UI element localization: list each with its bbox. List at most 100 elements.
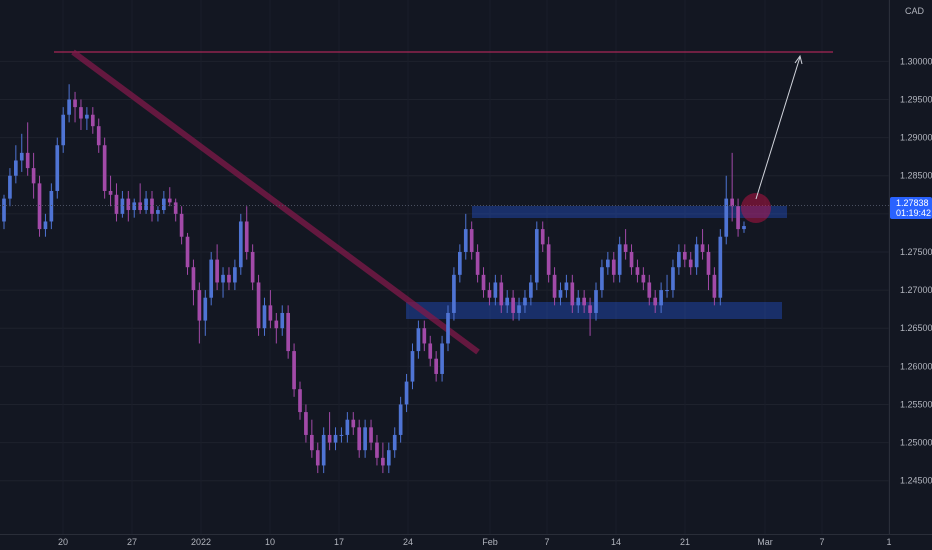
descending-trendline[interactable] (71, 49, 480, 355)
candle[interactable] (487, 282, 492, 306)
candle[interactable] (108, 175, 113, 207)
candle[interactable] (280, 305, 285, 336)
candle[interactable] (185, 232, 190, 275)
candle[interactable] (369, 419, 373, 451)
candle[interactable] (49, 183, 54, 230)
candle[interactable] (700, 229, 705, 260)
candle[interactable] (61, 107, 66, 153)
resistance-zone[interactable] (472, 206, 787, 218)
candle[interactable] (570, 274, 575, 313)
candle[interactable] (221, 267, 225, 298)
candle[interactable] (43, 213, 48, 237)
candle[interactable] (203, 290, 208, 336)
candle[interactable] (197, 282, 202, 344)
candle[interactable] (540, 221, 545, 252)
candle[interactable] (19, 133, 24, 172)
candle[interactable] (138, 183, 142, 214)
candle[interactable] (434, 351, 438, 382)
candle[interactable] (339, 427, 344, 443)
candle[interactable] (150, 190, 154, 222)
candle[interactable] (688, 251, 693, 275)
candle[interactable] (167, 187, 172, 207)
candle[interactable] (422, 320, 427, 352)
candle[interactable] (274, 312, 279, 344)
candle[interactable] (629, 244, 634, 275)
candle[interactable] (37, 175, 42, 237)
candle[interactable] (677, 244, 681, 275)
candle[interactable] (576, 290, 581, 313)
candle[interactable] (55, 137, 60, 199)
candle[interactable] (523, 290, 527, 313)
candle[interactable] (440, 335, 444, 382)
candle[interactable] (665, 274, 669, 298)
candle[interactable] (120, 190, 125, 218)
candle[interactable] (126, 190, 131, 222)
candle[interactable] (8, 168, 12, 207)
candle[interactable] (623, 229, 628, 260)
candle[interactable] (304, 404, 308, 443)
candle[interactable] (262, 297, 267, 336)
candle[interactable] (428, 335, 433, 367)
candle[interactable] (410, 343, 415, 390)
candle[interactable] (238, 213, 243, 275)
candle[interactable] (452, 267, 456, 321)
candle[interactable] (227, 267, 231, 291)
candle[interactable] (724, 175, 729, 245)
candle[interactable] (742, 221, 746, 233)
candle[interactable] (511, 290, 515, 321)
candle[interactable] (404, 373, 409, 413)
candle[interactable] (398, 396, 403, 443)
candle[interactable] (173, 198, 178, 222)
candle[interactable] (327, 412, 332, 451)
candle[interactable] (481, 267, 486, 298)
candle[interactable] (156, 206, 160, 222)
candle[interactable] (102, 137, 107, 199)
candle[interactable] (209, 251, 214, 306)
candle[interactable] (191, 259, 196, 306)
candle[interactable] (73, 91, 77, 123)
candle[interactable] (446, 305, 450, 352)
candle[interactable] (718, 229, 723, 306)
candle[interactable] (606, 251, 610, 275)
candle[interactable] (712, 267, 717, 306)
candle[interactable] (345, 412, 350, 443)
candle[interactable] (647, 274, 652, 306)
candle[interactable] (333, 427, 338, 451)
candle[interactable] (564, 274, 569, 298)
candle[interactable] (233, 259, 237, 291)
candle[interactable] (493, 274, 498, 306)
candle[interactable] (730, 152, 734, 222)
candle[interactable] (310, 419, 314, 458)
candle[interactable] (114, 183, 119, 222)
candle[interactable] (463, 213, 468, 260)
candle[interactable] (534, 221, 539, 291)
highlight-circle[interactable] (741, 193, 771, 223)
candle[interactable] (179, 206, 184, 245)
candle[interactable] (79, 99, 83, 130)
support-zone[interactable] (406, 302, 782, 319)
candle[interactable] (392, 427, 397, 458)
candle[interactable] (386, 442, 391, 474)
candle[interactable] (286, 305, 290, 359)
candle[interactable] (475, 244, 480, 283)
candle[interactable] (215, 244, 219, 291)
candle[interactable] (256, 274, 261, 336)
candle[interactable] (505, 290, 510, 313)
candle[interactable] (546, 236, 551, 283)
candle[interactable] (706, 244, 711, 291)
candle[interactable] (162, 190, 166, 214)
projection-arrow[interactable] (755, 56, 801, 200)
candle[interactable] (582, 290, 586, 313)
candle[interactable] (694, 236, 699, 275)
candle[interactable] (96, 118, 101, 153)
candle[interactable] (617, 236, 622, 283)
candle[interactable] (611, 251, 616, 283)
candle[interactable] (529, 274, 533, 306)
candle[interactable] (682, 244, 687, 268)
candle[interactable] (517, 297, 521, 321)
candle[interactable] (90, 107, 95, 134)
candle[interactable] (659, 282, 663, 313)
candle[interactable] (244, 206, 249, 260)
candle[interactable] (298, 381, 302, 420)
